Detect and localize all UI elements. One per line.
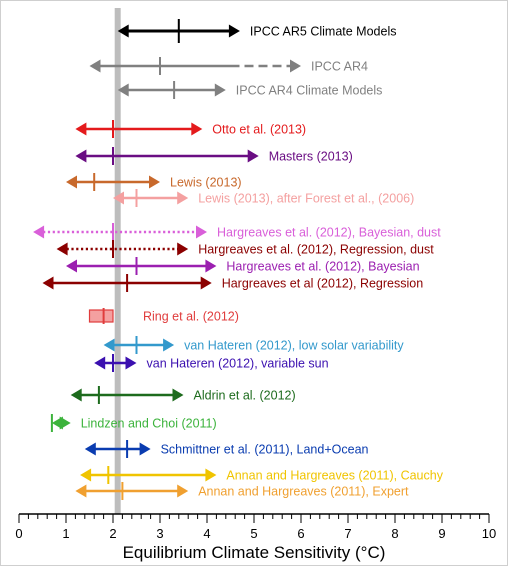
left-arrowhead	[66, 259, 77, 273]
estimate-label: Hargreaves et al. (2012), Bayesian, dust	[217, 226, 441, 240]
estimate-label: IPCC AR5 Climate Models	[250, 25, 397, 39]
right-arrowhead	[200, 276, 212, 290]
estimate-label: Ring et al. (2012)	[143, 310, 239, 324]
estimates-layer: IPCC AR5 Climate Models IPCC AR4 IPCC AR4 …	[33, 19, 444, 500]
estimate-row: Annan and Hargreaves (2011), Cauchy	[80, 466, 444, 484]
right-arrowhead	[177, 242, 189, 256]
tick-label: 0	[15, 526, 22, 541]
right-arrowhead	[163, 338, 175, 352]
estimate-row: IPCC AR4 Climate Models	[117, 81, 383, 99]
right-arrowhead	[149, 175, 160, 189]
estimate-label: Hargreaves et al. (2012), Bayesian	[226, 260, 419, 274]
estimate-row: Hargreaves et al. (2012), Regression, du…	[56, 240, 434, 258]
range-box	[88, 309, 114, 323]
right-arrowhead	[247, 149, 259, 163]
tick-label: 8	[391, 526, 398, 541]
estimate-row: Lindzen and Choi (2011)	[50, 414, 217, 432]
left-arrowhead	[42, 276, 54, 290]
estimate-label: Masters (2013)	[269, 150, 353, 164]
estimate-row: Hargreaves et al. (2012), Bayesian	[66, 257, 420, 275]
estimate-label: Lewis (2013), after Forest et al., (2006…	[198, 192, 414, 206]
estimate-label: Lewis (2013)	[170, 176, 242, 190]
estimate-row: Otto et al. (2013)	[75, 120, 306, 138]
estimate-row: Schmittner et al. (2011), Land+Ocean	[84, 440, 369, 458]
estimate-row: Hargreaves et al (2012), Regression	[42, 274, 424, 292]
estimate-row: Annan and Hargreaves (2011), Expert	[75, 482, 409, 500]
tick-label: 5	[250, 526, 257, 541]
tick-label: 7	[344, 526, 351, 541]
right-arrowhead	[177, 191, 189, 205]
estimate-row: Ring et al. (2012)	[88, 308, 239, 324]
right-arrowhead	[228, 24, 240, 38]
estimate-row: Lewis (2013)	[66, 173, 242, 191]
left-arrowhead	[75, 484, 87, 498]
left-arrowhead	[56, 242, 68, 256]
tick-label: 4	[203, 526, 210, 541]
estimate-row: van Hateren (2012), variable sun	[94, 354, 329, 372]
left-arrowhead	[113, 191, 124, 205]
estimate-row: Lewis (2013), after Forest et al., (2006…	[113, 189, 414, 207]
tick-label: 6	[297, 526, 304, 541]
estimate-label: Annan and Hargreaves (2011), Expert	[198, 485, 409, 499]
left-arrowhead	[94, 356, 106, 370]
right-arrowhead	[290, 59, 301, 73]
right-arrowhead	[139, 442, 151, 456]
estimate-label: Annan and Hargreaves (2011), Cauchy	[226, 469, 443, 483]
estimate-row: IPCC AR4	[89, 57, 368, 75]
estimate-row: IPCC AR5 Climate Models	[117, 19, 397, 43]
right-arrowhead	[59, 416, 71, 430]
right-arrowhead	[214, 83, 226, 97]
tick-label: 10	[482, 526, 496, 541]
left-arrowhead	[89, 59, 101, 73]
left-arrowhead	[117, 83, 129, 97]
left-arrowhead	[66, 175, 77, 189]
left-arrowhead	[70, 388, 82, 402]
right-arrowhead	[205, 259, 217, 273]
estimate-label: Lindzen and Choi (2011)	[81, 417, 217, 431]
estimate-label: Hargreaves et al. (2012), Regression, du…	[198, 243, 434, 257]
left-arrowhead	[103, 338, 115, 352]
left-arrowhead	[75, 149, 87, 163]
tick-label: 3	[156, 526, 163, 541]
estimate-label: Hargreaves et al (2012), Regression	[222, 277, 424, 291]
estimate-label: van Hateren (2012), variable sun	[147, 357, 329, 371]
tick-label: 2	[109, 526, 116, 541]
estimate-label: van Hateren (2012), low solar variabilit…	[184, 339, 404, 353]
estimate-row: Hargreaves et al. (2012), Bayesian, dust	[33, 223, 441, 241]
estimate-row: Aldrin et al. (2012)	[70, 386, 296, 404]
left-arrowhead	[84, 442, 96, 456]
tick-label: 9	[438, 526, 445, 541]
right-arrowhead	[205, 468, 217, 482]
estimate-label: IPCC AR4	[311, 60, 368, 74]
right-arrowhead	[196, 225, 207, 239]
right-arrowhead	[191, 122, 203, 136]
tick-label: 1	[62, 526, 69, 541]
estimate-label: Otto et al. (2013)	[212, 123, 306, 137]
right-arrowhead	[177, 484, 189, 498]
left-arrowhead	[75, 122, 87, 136]
right-arrowhead	[172, 388, 184, 402]
left-arrowhead	[33, 225, 45, 239]
left-arrowhead	[80, 468, 92, 482]
x-axis-ticks: 0 1 2 3 4 5 6 7 8 9 10	[15, 514, 496, 541]
estimate-label: Aldrin et al. (2012)	[194, 389, 296, 403]
estimate-row: van Hateren (2012), low solar variabilit…	[103, 336, 404, 354]
estimate-label: Schmittner et al. (2011), Land+Ocean	[161, 443, 369, 457]
estimate-label: IPCC AR4 Climate Models	[236, 84, 383, 98]
right-arrowhead	[125, 356, 137, 370]
x-axis-title: Equilibrium Climate Sensitivity (°C)	[123, 543, 386, 562]
left-arrowhead	[117, 24, 129, 38]
estimate-row: Masters (2013)	[75, 147, 353, 165]
